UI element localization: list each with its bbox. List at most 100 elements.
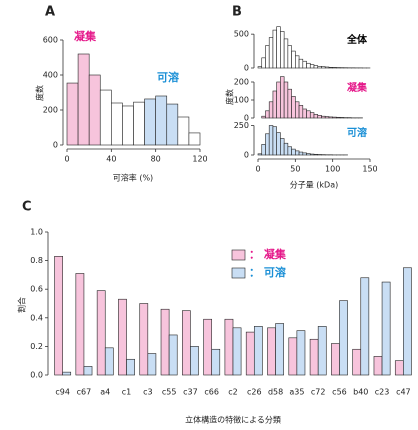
bar	[96, 290, 106, 376]
legend-swatch	[231, 249, 246, 261]
histogram-bar	[313, 65, 319, 69]
histogram-bar	[332, 67, 337, 69]
legend-label: ： 凝集	[249, 247, 287, 261]
y-tick-label: 0.6	[30, 285, 43, 294]
panel-title: 可溶	[347, 126, 367, 139]
x-tick-label: a35	[289, 388, 304, 397]
bar	[118, 298, 127, 376]
bar	[75, 273, 85, 376]
histogram-bar	[111, 102, 123, 146]
histogram-bar	[328, 116, 333, 119]
histogram-bar	[155, 95, 168, 146]
y-tick-label: 1.0	[30, 228, 43, 237]
bar	[253, 326, 263, 376]
histogram-bar	[166, 103, 179, 146]
histogram-bar	[317, 66, 322, 69]
bar	[168, 334, 178, 376]
y-tick-label: 200	[234, 78, 249, 87]
histogram-bar	[268, 125, 274, 156]
histogram-bar	[295, 150, 300, 156]
x-tick-label: 0	[255, 165, 260, 174]
y-tick-label: 0	[53, 141, 58, 150]
histogram-bar	[272, 126, 277, 156]
x-tick-label: c3	[143, 388, 153, 397]
histogram-bar	[265, 133, 270, 156]
y-tick-label: 0.4	[30, 313, 43, 322]
x-tick-label: c67	[77, 388, 92, 397]
histogram-bar	[298, 151, 304, 156]
x-tick-label: c56	[332, 388, 347, 397]
y-tick-label: 500	[234, 30, 249, 39]
histogram-bar	[280, 138, 285, 156]
bar	[373, 356, 383, 376]
histogram-bar	[261, 57, 266, 69]
y-tick-label: 0	[244, 114, 249, 123]
x-tick-label: c2	[228, 388, 238, 397]
bar	[232, 327, 242, 376]
bar	[275, 323, 284, 376]
bar	[381, 281, 391, 376]
histogram-bar	[306, 110, 311, 119]
histogram-bar	[283, 81, 289, 119]
y-tick-label: 200	[43, 106, 58, 115]
bar	[126, 358, 135, 376]
x-tick-label: 150	[362, 165, 377, 174]
histogram-bar	[268, 101, 274, 119]
histogram-bar	[276, 26, 281, 69]
annotation: 凝集	[74, 29, 97, 43]
histogram-bar	[306, 153, 311, 156]
histogram-bar	[276, 81, 281, 119]
x-tick-label: 120	[192, 155, 207, 164]
x-tick-label: c1	[122, 388, 132, 397]
x-tick-label: c72	[311, 388, 326, 397]
bar	[267, 327, 276, 376]
x-tick-label: 80	[151, 155, 161, 164]
histogram-bar	[306, 62, 311, 69]
x-tick-label: c47	[396, 388, 411, 397]
y-axis-label: 割合	[17, 297, 27, 313]
histogram-bar	[188, 132, 201, 146]
histogram-bar	[309, 64, 315, 69]
bar	[296, 330, 306, 376]
histogram-bar	[276, 132, 281, 156]
x-tick-label: c55	[162, 388, 177, 397]
histogram-bar	[332, 116, 337, 119]
bar	[245, 331, 255, 376]
bar	[203, 318, 213, 376]
histogram-bar	[133, 101, 145, 146]
histogram-bar	[261, 115, 266, 119]
y-tick-label: 0.0	[30, 371, 43, 380]
bar	[288, 337, 298, 376]
histogram-bar	[261, 144, 266, 156]
histogram-bar	[177, 116, 190, 146]
bar	[139, 303, 149, 376]
panel-label: B	[232, 5, 242, 20]
histogram-bar	[283, 142, 289, 156]
bar	[83, 366, 93, 376]
histogram-bar	[313, 153, 319, 156]
bar	[211, 348, 221, 376]
x-tick-label: 50	[290, 165, 300, 174]
histogram-bar	[295, 101, 300, 119]
y-tick-label: 0	[244, 64, 249, 73]
bar	[360, 277, 370, 376]
histogram-bar	[336, 116, 341, 119]
histogram-bar	[309, 112, 315, 119]
histogram-bar	[287, 146, 292, 156]
x-tick-label: c23	[375, 388, 390, 397]
histogram-bar	[283, 38, 289, 69]
bar	[54, 256, 63, 376]
histogram-bar	[77, 53, 90, 146]
x-tick-label: 100	[325, 165, 340, 174]
bar	[147, 353, 157, 376]
histogram-bar	[313, 114, 319, 119]
y-tick-label: 0.8	[30, 256, 43, 265]
y-tick-label: 0	[244, 151, 249, 160]
bar	[352, 348, 362, 376]
bar	[224, 318, 234, 376]
legend-swatch	[231, 267, 246, 279]
bar	[331, 343, 340, 376]
x-tick-label: c94	[55, 388, 70, 397]
